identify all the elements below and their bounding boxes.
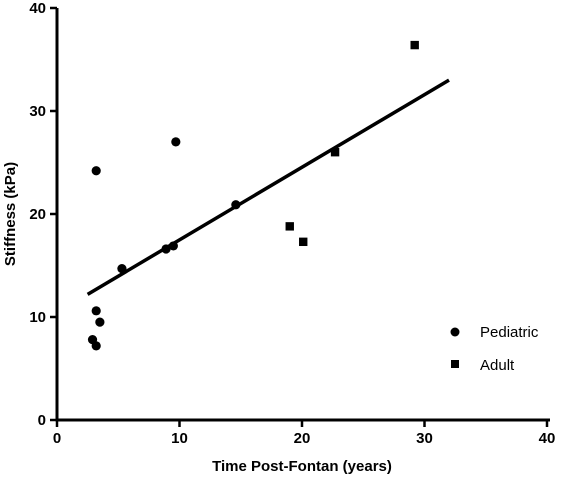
x-tick-label: 30 bbox=[416, 430, 433, 447]
y-tick-label: 40 bbox=[29, 0, 46, 17]
legend-label-pediatric: Pediatric bbox=[480, 324, 539, 341]
y-axis-title: Stiffness (kPa) bbox=[2, 162, 19, 266]
pediatric-point bbox=[91, 341, 101, 351]
y-tick-label: 10 bbox=[29, 309, 46, 326]
pediatric-point bbox=[117, 263, 127, 274]
y-tick-label: 0 bbox=[38, 412, 46, 429]
adult-point bbox=[299, 237, 308, 247]
pediatric-point bbox=[161, 244, 171, 254]
x-tick-label: 0 bbox=[53, 430, 61, 447]
x-tick-label: 10 bbox=[171, 430, 188, 447]
x-tick-label: 40 bbox=[539, 430, 556, 447]
legend-marker-adult bbox=[451, 360, 459, 368]
legend: Pediatric Adult bbox=[450, 324, 539, 374]
pediatric-point bbox=[168, 241, 178, 251]
data-points bbox=[87, 40, 419, 351]
adult-point bbox=[285, 222, 294, 231]
trendline-group bbox=[86, 78, 450, 296]
adult-point bbox=[330, 148, 340, 157]
x-tick-label: 20 bbox=[294, 430, 311, 447]
tick-group: 0 10 20 30 40 0 10 20 30 40 bbox=[29, 0, 555, 447]
pediatric-point bbox=[231, 200, 241, 210]
y-tick-label: 30 bbox=[29, 103, 46, 120]
y-tick-label: 20 bbox=[29, 206, 46, 223]
pediatric-point bbox=[91, 166, 101, 176]
legend-marker-pediatric bbox=[450, 327, 460, 337]
legend-label-adult: Adult bbox=[480, 357, 515, 374]
adult-point bbox=[410, 40, 419, 50]
pediatric-point bbox=[171, 137, 181, 147]
axes bbox=[55, 8, 550, 422]
pediatric-point bbox=[95, 317, 105, 327]
trendline bbox=[86, 78, 450, 296]
pediatric-point bbox=[91, 306, 101, 316]
x-axis-title: Time Post-Fontan (years) bbox=[212, 458, 392, 475]
